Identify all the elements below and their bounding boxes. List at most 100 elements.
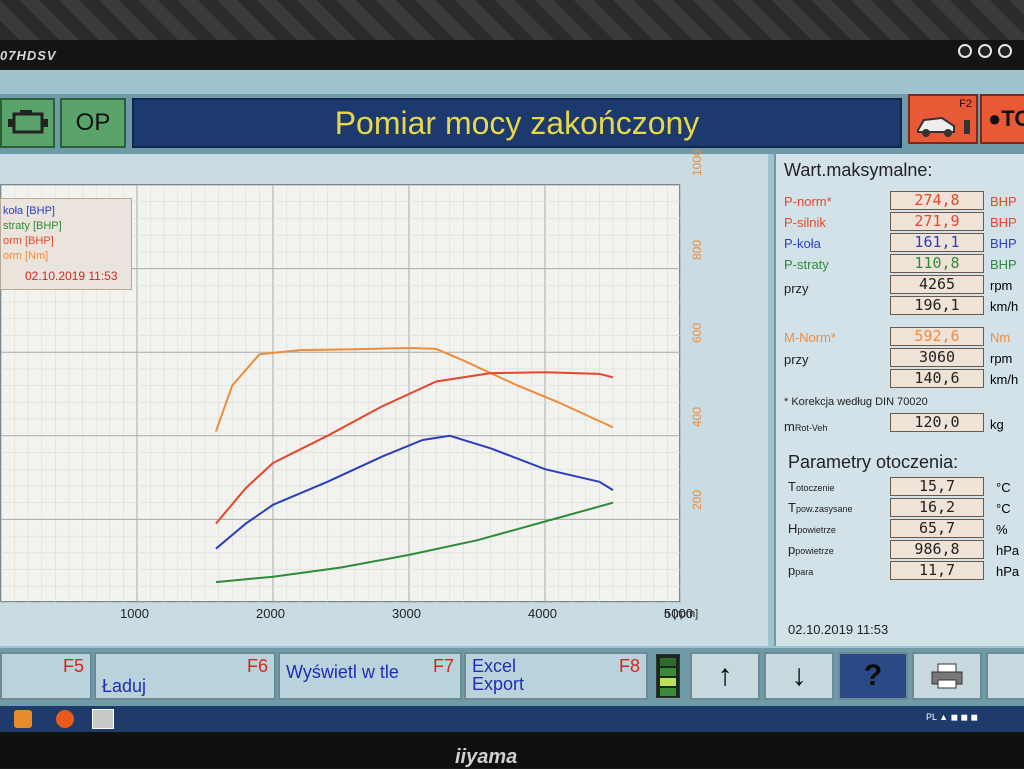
kmh-unit: km/h [990,372,1019,387]
f6-label: Ładuj [102,676,147,696]
t-pow-value: 16,2 [890,498,984,517]
f8-excel-button[interactable]: F8 Excel Export [464,652,648,700]
p-norm-label: P-norm* [784,194,832,209]
t-ot-label: Totoczenie [788,479,835,494]
rpm-unit: rpm [990,278,1013,293]
app-screen: OP Pomiar mocy zakończony F2 ●TO koła [B… [0,70,1024,732]
stop-button[interactable]: ●TO [980,94,1024,144]
f6-load-button[interactable]: F6 Ładuj [94,652,276,700]
p-straty-value: 110,8 [890,254,984,273]
p-para-value: 11,7 [890,561,984,580]
engine-icon [7,110,48,134]
f8-key-label: F8 [618,656,640,676]
app-taskbar-icon[interactable] [92,709,114,729]
p-norm-value: 274,8 [890,191,984,210]
results-panel: Wart.maksymalne: P-norm* 274,8 BHP P-sil… [774,154,1024,646]
series-line [215,434,614,550]
h-pow-unit: % [996,522,1008,537]
przy-rpm-value: 4265 [890,275,984,294]
p-kola-unit: BHP [990,236,1017,251]
legend-item: koła [BHP] [3,205,55,217]
x-tick-label: 2000 [256,606,285,621]
series-line [214,346,614,432]
p-silnik-label: P-silnik [784,215,826,230]
arrow-up-button[interactable]: ↑ [690,652,760,700]
arrow-up-icon: ↑ [717,659,733,692]
taskbar: PL ▲ ◼ ◼ ◼ [0,706,1024,732]
przy-label: przy [784,281,809,296]
przy-kmh-value: 140,6 [890,369,984,388]
p-pow-value: 986,8 [890,540,984,559]
chart-legend: koła [BHP] straty [BHP] orm [BHP] orm [N… [0,198,132,290]
arrow-down-button[interactable]: ↓ [764,652,834,700]
y-tick-label: 200 [690,490,704,511]
f5-key-label: F5 [62,656,84,676]
legend-item: straty [BHP] [3,220,62,232]
osd-icon[interactable] [978,44,992,58]
firefox-icon[interactable] [56,710,74,728]
x-tick-label: 1000 [120,606,149,621]
monitor-top-bezel [0,0,1024,40]
f7-key-label: F7 [432,656,454,676]
x-axis-label: n [rpm] [664,608,699,620]
f8-label-excel: Excel [472,656,517,676]
p-straty-label: P-straty [784,257,829,272]
f7-label: Wyświetl w tle [286,662,399,682]
media-player-icon[interactable] [14,710,32,728]
extra-button[interactable] [986,652,1024,700]
monitor-model: 07HDSV [0,48,57,63]
m-rot-unit: kg [990,417,1004,432]
f8-label-export: Export [472,674,525,694]
engine-button[interactable] [0,98,55,148]
f7-display-button[interactable]: F7 Wyświetl w tle [278,652,462,700]
question-icon: ? [863,659,883,692]
y-tick-label: 800 [690,239,704,260]
p-straty-unit: BHP [990,257,1017,272]
kmh-unit: km/h [990,299,1019,314]
op-button[interactable]: OP [60,98,126,148]
rpm-unit: rpm [990,351,1013,366]
p-silnik-value: 271,9 [890,212,984,231]
signal-indicator [656,654,680,698]
przy-rpm-value: 3060 [890,348,984,367]
f5-button[interactable]: F5 [0,652,92,700]
x-tick-label: 3000 [392,606,421,621]
p-pow-unit: hPa [996,543,1020,558]
max-values-title: Wart.maksymalne: [784,160,933,180]
f2-car-button[interactable]: F2 [908,94,978,144]
chart-panel: koła [BHP] straty [BHP] orm [BHP] orm [N… [0,149,768,646]
y-tick-label: 400 [690,406,704,427]
p-norm-unit: BHP [990,194,1017,209]
t-pow-label: Tpow.zasysane [788,500,853,515]
h-pow-value: 65,7 [890,519,984,538]
przy-kmh-value: 196,1 [890,296,984,315]
f6-key-label: F6 [246,656,268,676]
monitor-brand-logo: iiyama [455,746,518,768]
x-tick-label: 4000 [528,606,557,621]
print-button[interactable] [912,652,982,700]
series-line [215,501,614,584]
legend-item: orm [BHP] [3,235,54,247]
ambient-title: Parametry otoczenia: [788,452,959,472]
y-tick-label: 600 [690,323,704,344]
arrow-down-icon: ↓ [791,659,807,692]
printer-icon [931,663,963,689]
monitor-bottom-bezel [0,732,1024,768]
f2-key-label: F2 [959,98,972,110]
m-norm-label: M-Norm* [784,330,836,345]
correction-note: * Korekcja według DIN 70020 [784,396,928,408]
tray-icons[interactable]: PL ▲ ◼ ◼ ◼ [926,712,978,722]
m-rot-label: mRot-Veh [784,419,828,434]
page-title: Pomiar mocy zakończony [132,98,902,148]
m-rot-value: 120,0 [890,413,984,432]
y-tick-label: 1000 [690,149,704,176]
t-ot-value: 15,7 [890,477,984,496]
t-ot-unit: °C [996,480,1011,495]
help-button[interactable]: ? [838,652,908,700]
osd-icon[interactable] [998,44,1012,58]
car-icon [917,116,970,137]
p-silnik-unit: BHP [990,215,1017,230]
osd-icon[interactable] [958,44,972,58]
legend-item: orm [Nm] [3,250,49,262]
p-kola-label: P-koła [784,236,821,251]
